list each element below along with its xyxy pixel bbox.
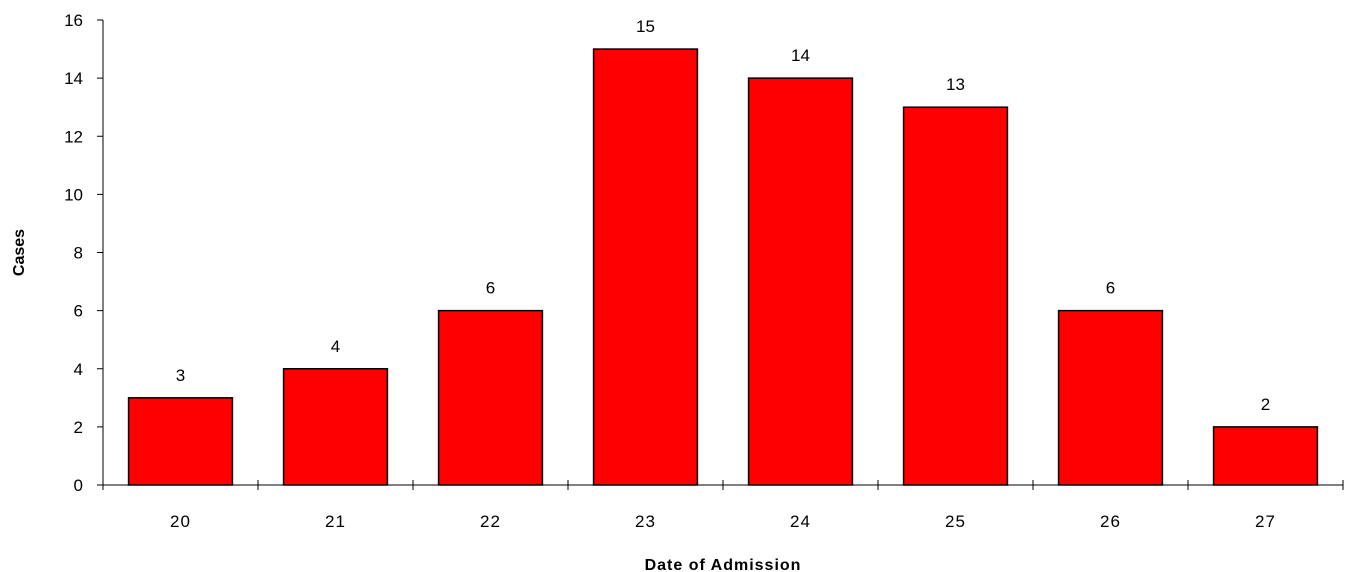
x-tick-label: 21 (325, 512, 346, 531)
data-label: 6 (1106, 279, 1115, 298)
y-tick-label: 16 (64, 11, 83, 30)
data-label: 13 (946, 75, 965, 94)
y-tick-label: 8 (74, 244, 83, 263)
bar (902, 106, 1009, 486)
y-tick-label: 10 (64, 185, 83, 204)
x-tick-label: 24 (790, 512, 811, 531)
data-label: 6 (486, 279, 495, 298)
bar (592, 48, 699, 486)
y-tick-label: 2 (74, 418, 83, 437)
x-tick-label: 20 (170, 512, 191, 531)
data-label: 4 (331, 337, 340, 356)
y-tick-label: 14 (64, 69, 83, 88)
data-label: 2 (1261, 395, 1270, 414)
y-tick-label: 0 (74, 476, 83, 495)
y-axis-title: Cases (11, 229, 28, 276)
bar (1212, 426, 1319, 486)
data-label: 14 (791, 46, 810, 65)
y-tick-label: 6 (74, 302, 83, 321)
data-label: 3 (176, 366, 185, 385)
x-tick-label: 25 (945, 512, 966, 531)
x-axis: 20 21 22 23 24 25 26 27 (102, 480, 1344, 531)
y-tick-label: 4 (74, 360, 83, 379)
y-axis: 0 2 4 6 8 10 12 14 16 (64, 11, 104, 495)
bar (1057, 309, 1164, 486)
y-tick-label: 12 (64, 127, 83, 146)
data-label: 15 (636, 17, 655, 36)
bar (127, 397, 234, 486)
x-tick-label: 23 (635, 512, 656, 531)
x-tick-label: 26 (1100, 512, 1121, 531)
x-tick-label: 27 (1255, 512, 1276, 531)
bar (747, 77, 854, 486)
bar (437, 309, 544, 486)
bar (282, 368, 389, 486)
data-labels-group: 3 4 6 15 14 13 6 2 (176, 17, 1270, 414)
x-tick-label: 22 (480, 512, 501, 531)
bars-group (127, 48, 1319, 486)
x-axis-title: Date of Admission (645, 557, 802, 572)
